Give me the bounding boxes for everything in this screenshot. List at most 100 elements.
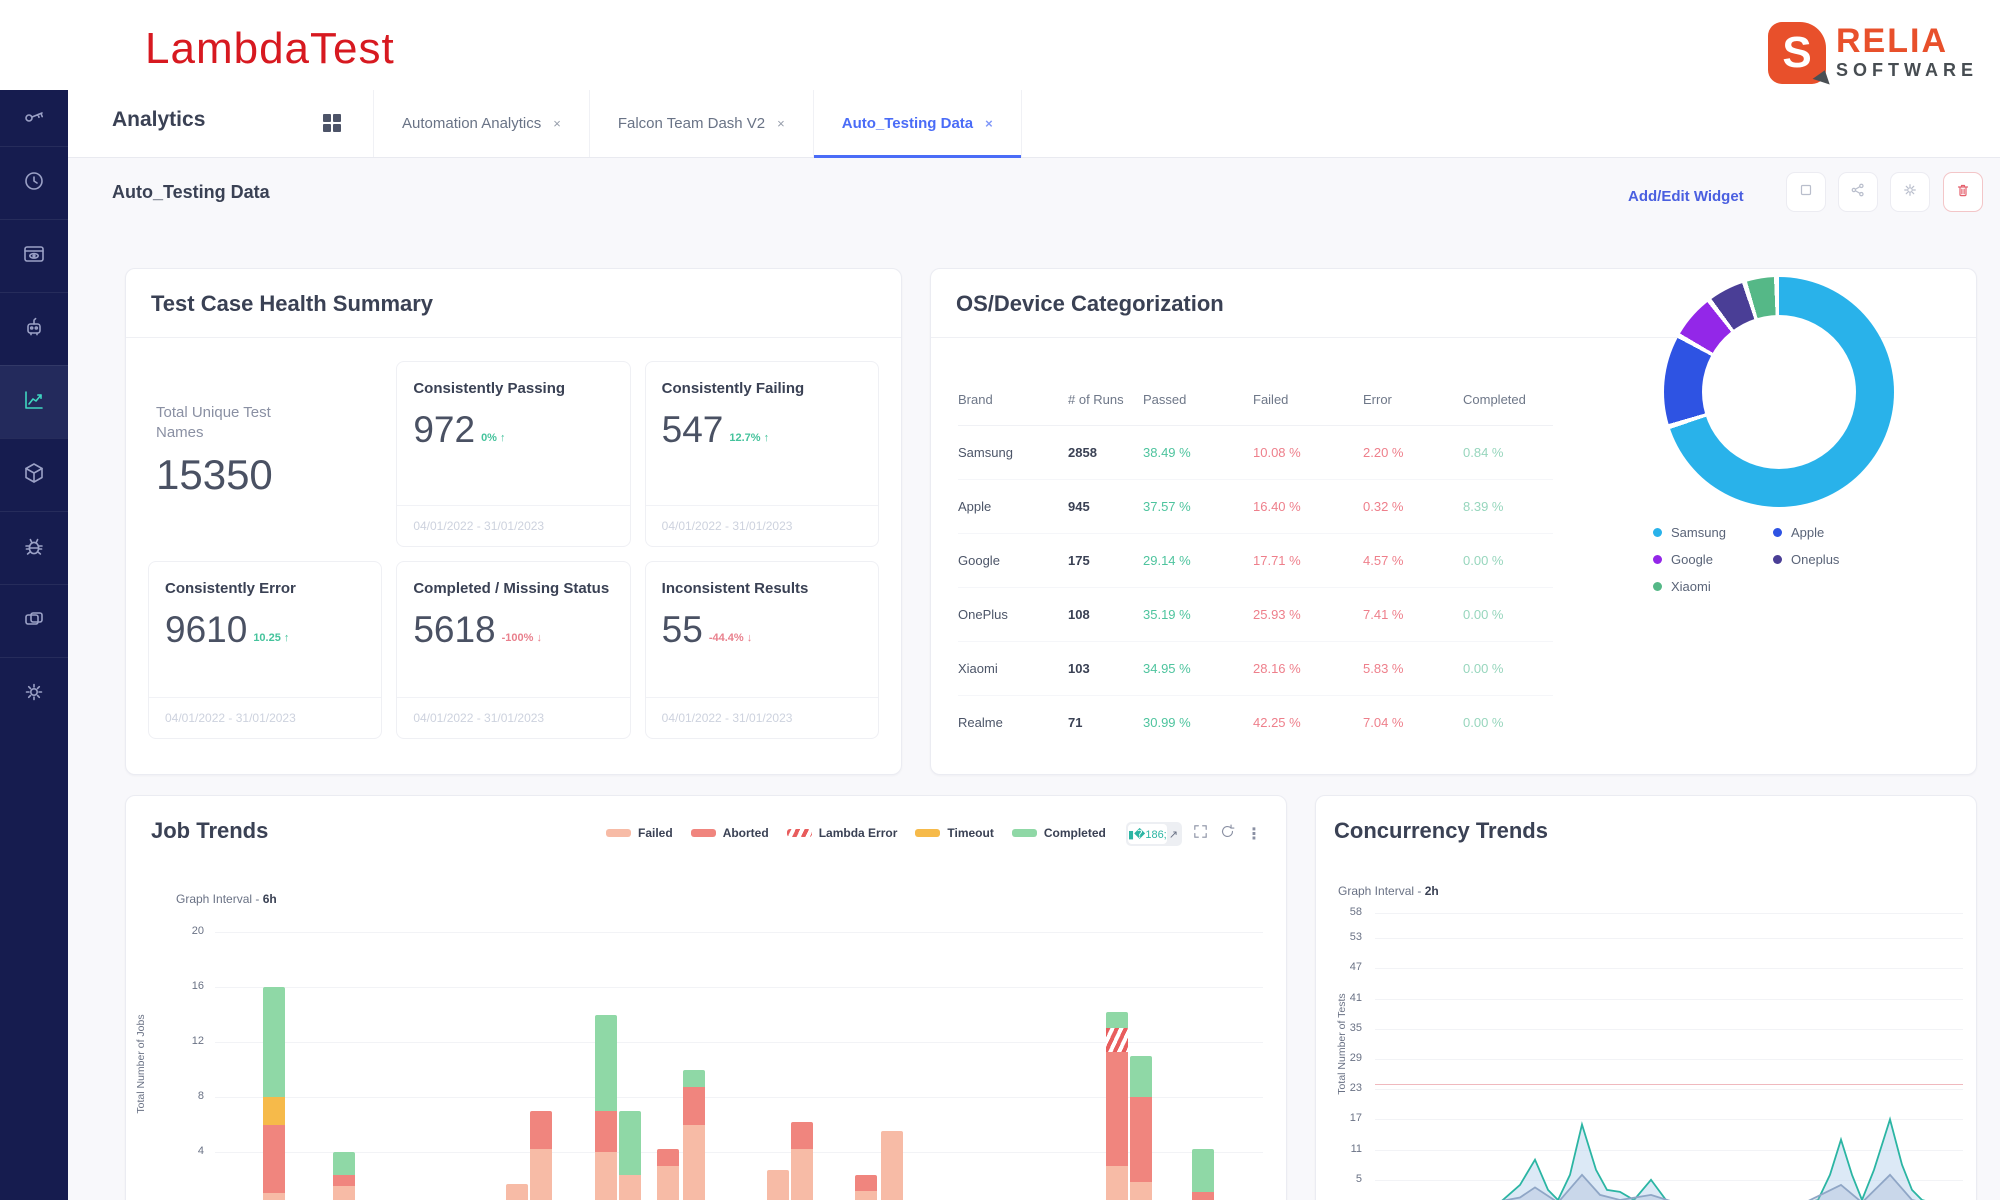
jt-bar[interactable]	[767, 1169, 789, 1200]
tab-automation-analytics[interactable]: Automation Analytics ×	[373, 90, 589, 157]
bug-icon	[22, 534, 46, 563]
sidebar-item-key[interactable]	[0, 90, 68, 146]
sidebar-item-analytics[interactable]	[0, 365, 68, 438]
top-header: LambdaTest S RELIA SOFTWARE	[0, 0, 2000, 90]
stat-card: Completed / Missing Status 5618 -100% ↓ 04/…	[396, 561, 631, 739]
table-cell: 0.00 %	[1463, 661, 1504, 676]
jt-bar[interactable]	[619, 1110, 641, 1200]
refresh-icon[interactable]	[1219, 823, 1236, 845]
stat-value: 547	[661, 409, 724, 450]
kebab-menu-icon[interactable]: ⋮	[1246, 826, 1262, 843]
table-cell: 0.00 %	[1463, 715, 1504, 730]
table-row: Realme 71 30.99 % 42.25 % 7.04 % 0.00 %	[958, 696, 1553, 749]
jt-ytick: 20	[191, 925, 204, 937]
stat-value: 9610	[165, 609, 248, 650]
jt-bar[interactable]	[881, 1131, 903, 1200]
jt-bar[interactable]	[595, 1014, 617, 1200]
jt-bar[interactable]	[506, 1183, 528, 1200]
jt-bar[interactable]	[855, 1175, 877, 1200]
legend-label: Oneplus	[1791, 552, 1840, 567]
sidebar-item-issues[interactable]	[0, 511, 68, 584]
ct-axis-label: Total Number of Tests	[1336, 993, 1348, 1095]
stat-delta: -100% ↓	[501, 632, 542, 644]
jt-bar-segment-failed	[1130, 1182, 1152, 1200]
sidebar-item-cards[interactable]	[0, 584, 68, 657]
legend-item-completed[interactable]: Completed	[1011, 826, 1106, 840]
card-title: Job Trends	[151, 818, 269, 843]
tab-falcon-team-dash-v2[interactable]: Falcon Team Dash V2 ×	[588, 90, 813, 157]
graph-interval: Graph Interval - 2h	[1338, 884, 1439, 898]
jt-bar[interactable]	[683, 1069, 705, 1200]
legend-item-oneplus[interactable]: Oneplus	[1773, 552, 1893, 567]
sidebar-item-automation[interactable]	[0, 292, 68, 365]
legend-item-aborted[interactable]: Aborted	[690, 826, 769, 840]
card-title: OS/Device Categorization	[956, 291, 1224, 316]
card-title: Concurrency Trends	[1334, 818, 1548, 843]
jt-bar[interactable]	[263, 987, 285, 1200]
jt-bar[interactable]	[657, 1149, 679, 1200]
legend-item-xiaomi[interactable]: Xiaomi	[1653, 579, 1773, 594]
jt-bar[interactable]	[530, 1110, 552, 1200]
share-button[interactable]	[1838, 172, 1878, 212]
line-chart-toggle-icon[interactable]: ↗	[1168, 828, 1178, 841]
jt-bar-segment-failed	[619, 1175, 641, 1200]
ct-gridline	[1375, 968, 1963, 970]
legend-dot	[1653, 555, 1662, 564]
settings-button[interactable]	[1890, 172, 1930, 212]
jt-ytick: 4	[197, 1145, 204, 1157]
table-cell: 4.57 %	[1363, 553, 1404, 568]
stat-label: Inconsistent Results	[661, 580, 809, 597]
trash-icon	[1954, 181, 1972, 204]
dashboard-grid-icon[interactable]	[323, 114, 341, 132]
tab-auto-testing-data[interactable]: Auto_Testing Data ×	[812, 90, 1022, 158]
expand-icon[interactable]	[1192, 823, 1209, 845]
jt-ytick: 16	[191, 980, 204, 992]
jt-bar[interactable]	[1130, 1055, 1152, 1200]
legend-dot	[1653, 582, 1662, 591]
relia-logo-triangle	[1812, 67, 1834, 85]
jt-gridline	[215, 932, 1263, 933]
bar-chart-toggle-icon[interactable]: ▮�186;	[1128, 824, 1167, 844]
tab-close-icon[interactable]: ×	[777, 116, 785, 131]
jt-bar[interactable]	[1106, 1011, 1128, 1200]
fullscreen-button[interactable]	[1786, 172, 1826, 212]
table-cell: 7.41 %	[1363, 607, 1404, 622]
clock-icon	[22, 169, 46, 198]
delete-button[interactable]	[1943, 172, 1983, 212]
jt-bar[interactable]	[1192, 1149, 1214, 1200]
sidebar-item-realtime[interactable]	[0, 146, 68, 219]
tab-close-icon[interactable]: ×	[553, 116, 561, 131]
table-cell: 108	[1068, 607, 1090, 622]
stat-label: Consistently Failing	[661, 380, 805, 397]
table-cell: OnePlus	[958, 607, 1008, 622]
legend-item-timeout[interactable]: Timeout	[915, 826, 994, 840]
sidebar-item-browser[interactable]	[0, 219, 68, 292]
table-cell: 7.04 %	[1363, 715, 1404, 730]
legend-item-lambda_error[interactable]: Lambda Error	[786, 826, 897, 840]
table-cell: 71	[1068, 715, 1083, 730]
ct-gridline	[1375, 1179, 1963, 1181]
legend-label: Xiaomi	[1671, 579, 1711, 594]
os-device-card: OS/Device Categorization Brand # of Runs P…	[930, 268, 1977, 775]
section-title: Analytics	[112, 108, 206, 131]
sidebar-item-packages[interactable]	[0, 438, 68, 511]
concurrency-trends-card: Concurrency Trends Graph Interval - 2h	[1315, 795, 1977, 1200]
tab-close-icon[interactable]: ×	[985, 116, 993, 131]
jt-bar-segment-aborted	[1192, 1191, 1214, 1200]
legend-label: Completed	[1043, 826, 1106, 840]
legend-item-failed[interactable]: Failed	[606, 826, 673, 840]
sidebar-item-settings[interactable]	[0, 657, 68, 730]
chart-type-toggle[interactable]: ▮�186; ↗	[1126, 822, 1182, 846]
jt-bar-segment-aborted	[1130, 1097, 1152, 1183]
legend-item-google[interactable]: Google	[1653, 552, 1773, 567]
relia-mark-letter: S	[1782, 28, 1812, 77]
add-edit-widget-link[interactable]: Add/Edit Widget	[1628, 188, 1744, 205]
stat-card: Consistently Passing 972 0% ↑ 04/01/2022 - …	[396, 361, 631, 547]
jt-bar[interactable]	[333, 1152, 355, 1200]
table-cell: 35.19 %	[1143, 607, 1191, 622]
relia-software-logo: S RELIA SOFTWARE	[1768, 22, 1978, 85]
jt-bar[interactable]	[791, 1121, 813, 1200]
legend-swatch	[690, 829, 716, 837]
legend-item-samsung[interactable]: Samsung	[1653, 525, 1773, 540]
legend-item-apple[interactable]: Apple	[1773, 525, 1893, 540]
